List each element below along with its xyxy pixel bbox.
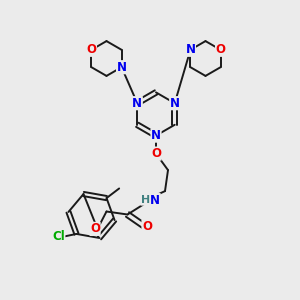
Text: O: O — [90, 222, 100, 236]
Text: O: O — [142, 220, 152, 233]
Text: N: N — [132, 97, 142, 110]
Text: N: N — [170, 97, 180, 110]
Text: O: O — [216, 43, 226, 56]
Text: Cl: Cl — [52, 230, 65, 243]
Text: N: N — [150, 194, 160, 207]
Text: N: N — [117, 61, 127, 74]
Text: N: N — [185, 43, 195, 56]
Text: O: O — [151, 147, 161, 160]
Text: O: O — [86, 43, 96, 56]
Text: H: H — [141, 195, 150, 205]
Text: N: N — [151, 129, 161, 142]
